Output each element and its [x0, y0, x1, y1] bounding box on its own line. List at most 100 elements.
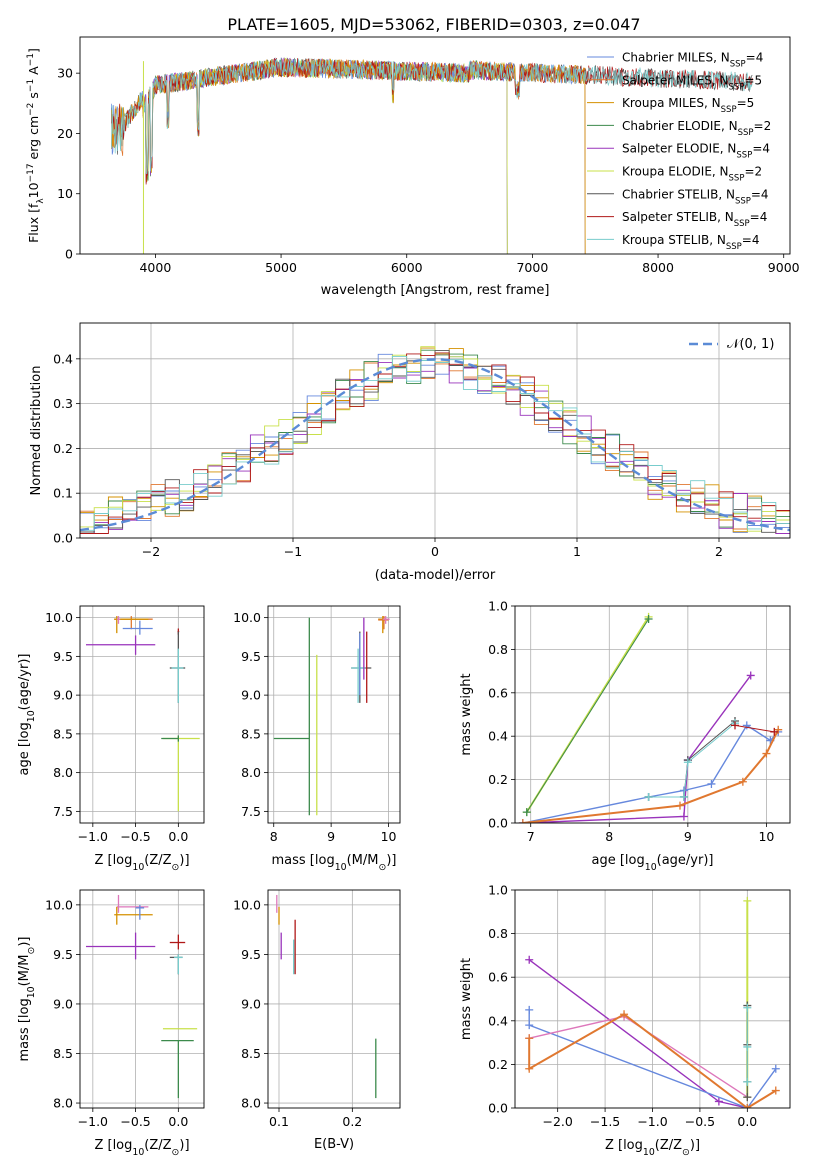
- grid-and-ticks: 0.1 0.2 8.0 8.5 9.0 9.5 10.0: [233, 890, 400, 1129]
- label-part: ]: [26, 48, 41, 53]
- legend-label: Salpeter MILES, NSSP=5: [622, 73, 762, 92]
- weight-marker: [743, 896, 752, 905]
- label-part: (M/M: [347, 853, 379, 868]
- y-tick-label: 8.0: [241, 1096, 261, 1111]
- x-tick-label: −0.5: [685, 1114, 715, 1129]
- panel-weight_vs_Z: −2.0 −1.5 −1.0 −0.5 0.0 0.0 0.2 0.4 0.6 0.8 1.0 Z […: [459, 883, 791, 1158]
- label-part: −2: [26, 103, 36, 116]
- errorbars: [273, 616, 390, 816]
- x-tick-label: 7: [527, 829, 535, 844]
- y-tick-label: 0: [65, 247, 73, 262]
- label-part: Flux [f: [26, 203, 41, 243]
- legend-label: Kroupa STELIB, NSSP=4: [622, 233, 760, 252]
- x-tick-label: 0.2: [342, 1114, 362, 1129]
- label-part: 10: [132, 1147, 144, 1158]
- x-tick-label: 4000: [139, 260, 171, 275]
- grid-and-ticks: −1.0 −0.5 0.0 8.0 8.5 9.0 9.5 10.0: [45, 890, 204, 1129]
- y-tick-label: 10.0: [45, 897, 73, 912]
- label-part: ⊙: [172, 1147, 180, 1158]
- label-part: age [log: [17, 722, 32, 775]
- label-part: age [log: [592, 853, 645, 868]
- x-axis-label: E(B-V): [314, 1137, 354, 1152]
- x-tick-label: 9000: [768, 260, 800, 275]
- y-tick-label: 8.5: [53, 726, 73, 741]
- label-part: Z [log: [605, 1138, 643, 1153]
- axes-frame: [267, 605, 401, 824]
- x-tick-label: 1: [573, 544, 581, 559]
- legend-label: Kroupa ELODIE, NSSP=2: [622, 165, 762, 184]
- y-tick-label: 10.0: [45, 610, 73, 625]
- label-part: )]: [17, 937, 32, 947]
- weight-marker: [518, 819, 527, 823]
- x-tick-label: 8: [605, 829, 613, 844]
- histogram-salpeter_stelib: [80, 352, 790, 534]
- weight-series-kroupa_stelib: [648, 722, 736, 798]
- axes-frame: [267, 889, 401, 1109]
- weight-marker: [707, 779, 716, 788]
- axes-frame: [79, 322, 791, 539]
- label-part: Z [log: [94, 1138, 132, 1153]
- weight-series-chabrier_miles: [528, 1009, 777, 1108]
- x-tick-label: 9: [684, 829, 692, 844]
- label-part: (Z/Z: [655, 1138, 682, 1153]
- x-axis-label: wavelength [Angstrom, rest frame]: [321, 283, 550, 298]
- x-tick-label: 10: [381, 829, 397, 844]
- y-tick-label: 0.8: [488, 642, 508, 657]
- weight-marker: [731, 721, 739, 730]
- grid-and-ticks: 7 8 9 10 0.0 0.2 0.4 0.6 0.8 1.0: [488, 599, 790, 844]
- label-part: λ: [36, 198, 46, 204]
- grid-and-ticks: −2 −1 0 1 2 0.0 0.1 0.2 0.3 0.4: [53, 323, 790, 559]
- weight-marker: [743, 1104, 752, 1108]
- spectrum-series-kroupa_stelib: [111, 57, 753, 175]
- x-tick-label: −1: [284, 544, 302, 559]
- y-tick-label: 9.5: [53, 947, 73, 962]
- weight-marker: [742, 721, 751, 730]
- weight-marker: [522, 808, 531, 817]
- legend-label: Chabrier MILES, NSSP=4: [622, 51, 763, 70]
- y-tick-label: 0.3: [53, 396, 73, 411]
- panel-mass_vs_ebv: 0.1 0.2 8.0 8.5 9.0 9.5 10.0 E(B-V): [233, 889, 401, 1152]
- normal-curve: [80, 358, 790, 532]
- label-part: )]: [179, 853, 189, 868]
- weight-marker: [679, 812, 688, 821]
- weight-series-salpeter_stelib: [734, 724, 775, 733]
- label-part: −1: [26, 53, 36, 66]
- grid-and-ticks: 8 9 10 7.5 8.0 8.5 9.0 9.5 10.0: [233, 606, 400, 844]
- x-axis-label: Z [log10(Z/Z⊙)]: [605, 1138, 700, 1158]
- panel-mass_vs_Z: −1.0 −0.5 0.08.08.59.09.510.0Z [log10(Z/Z⊙…: [17, 889, 205, 1158]
- spectrum-series-kroupa_elodie: [142, 57, 508, 254]
- axes-frame: [514, 889, 791, 1109]
- x-tick-label: −2.0: [542, 1114, 572, 1129]
- y-tick-label: 0.4: [488, 1013, 508, 1028]
- y-axis-label: Flux [fλ10−17 erg cm−2 s−1 A−1]: [26, 48, 46, 243]
- legend-label: Kroupa MILES, NSSP=5: [622, 96, 754, 115]
- y-tick-label: 0.4: [488, 729, 508, 744]
- weight-marker: [743, 1093, 752, 1102]
- label-part: 10: [645, 862, 657, 873]
- x-axis-label: (data-model)/error: [375, 568, 496, 583]
- legend-label: Salpeter ELODIE, NSSP=4: [622, 142, 770, 161]
- y-tick-label: 8.0: [53, 1096, 73, 1111]
- weight-marker: [738, 777, 747, 786]
- y-tick-label: 7.5: [53, 804, 73, 819]
- x-tick-label: 0.0: [737, 1114, 757, 1129]
- y-tick-label: 8.0: [241, 765, 261, 780]
- label-part: −17: [26, 163, 36, 182]
- x-axis-label: age [log10(age/yr)]: [592, 853, 714, 873]
- legend: Chabrier MILES, NSSP=4 Salpeter MILES, NS…: [587, 51, 771, 252]
- y-tick-label: 0.1: [53, 486, 73, 501]
- legend-label: Chabrier STELIB, NSSP=4: [622, 187, 769, 206]
- y-tick-label: 8.5: [53, 1046, 73, 1061]
- y-tick-label: 8.5: [241, 726, 261, 741]
- label-part: −1: [26, 79, 36, 92]
- x-tick-label: −2: [142, 544, 160, 559]
- y-tick-label: 1.0: [488, 599, 508, 614]
- label-part: ⊙: [378, 862, 386, 873]
- label-part: )]: [690, 1138, 700, 1153]
- legend-label: 𝒩(0, 1): [727, 337, 774, 352]
- y-tick-label: 7.5: [241, 804, 261, 819]
- x-tick-label: 0.0: [168, 829, 188, 844]
- label-part: A: [26, 66, 41, 79]
- weight-marker: [644, 792, 653, 801]
